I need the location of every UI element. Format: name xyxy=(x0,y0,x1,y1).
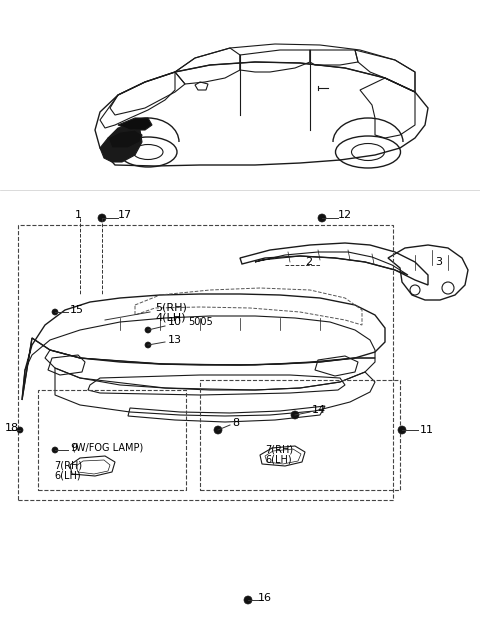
Text: 11: 11 xyxy=(420,425,434,435)
Circle shape xyxy=(398,426,406,434)
Text: 5(RH): 5(RH) xyxy=(155,303,187,313)
Text: 18: 18 xyxy=(5,423,19,433)
Text: 8: 8 xyxy=(232,418,239,428)
Text: 10: 10 xyxy=(168,317,182,327)
Circle shape xyxy=(291,411,299,419)
Text: 7(RH): 7(RH) xyxy=(265,445,293,455)
Circle shape xyxy=(214,426,222,434)
Text: 13: 13 xyxy=(168,335,182,345)
Text: 17: 17 xyxy=(118,210,132,220)
Circle shape xyxy=(52,447,58,453)
Polygon shape xyxy=(118,118,152,130)
Text: 6(LH): 6(LH) xyxy=(54,470,81,480)
Circle shape xyxy=(52,309,58,315)
Polygon shape xyxy=(100,125,142,162)
Text: 14: 14 xyxy=(312,405,326,415)
Text: 9: 9 xyxy=(70,443,77,453)
Circle shape xyxy=(98,214,106,222)
Text: 3: 3 xyxy=(435,257,442,267)
Text: 4(LH): 4(LH) xyxy=(155,313,185,323)
Polygon shape xyxy=(108,130,142,148)
Text: (W/FOG LAMP): (W/FOG LAMP) xyxy=(72,443,143,453)
Text: 6(LH): 6(LH) xyxy=(265,455,292,465)
Circle shape xyxy=(318,214,326,222)
Circle shape xyxy=(17,427,23,433)
Text: 7(RH): 7(RH) xyxy=(54,460,82,470)
Text: 16: 16 xyxy=(258,593,272,603)
Text: 5005: 5005 xyxy=(188,317,213,327)
Text: 2: 2 xyxy=(305,257,312,267)
Circle shape xyxy=(244,596,252,604)
Text: 15: 15 xyxy=(70,305,84,315)
Circle shape xyxy=(145,342,151,348)
Text: 1: 1 xyxy=(75,210,82,220)
Text: 12: 12 xyxy=(338,210,352,220)
Circle shape xyxy=(145,327,151,333)
